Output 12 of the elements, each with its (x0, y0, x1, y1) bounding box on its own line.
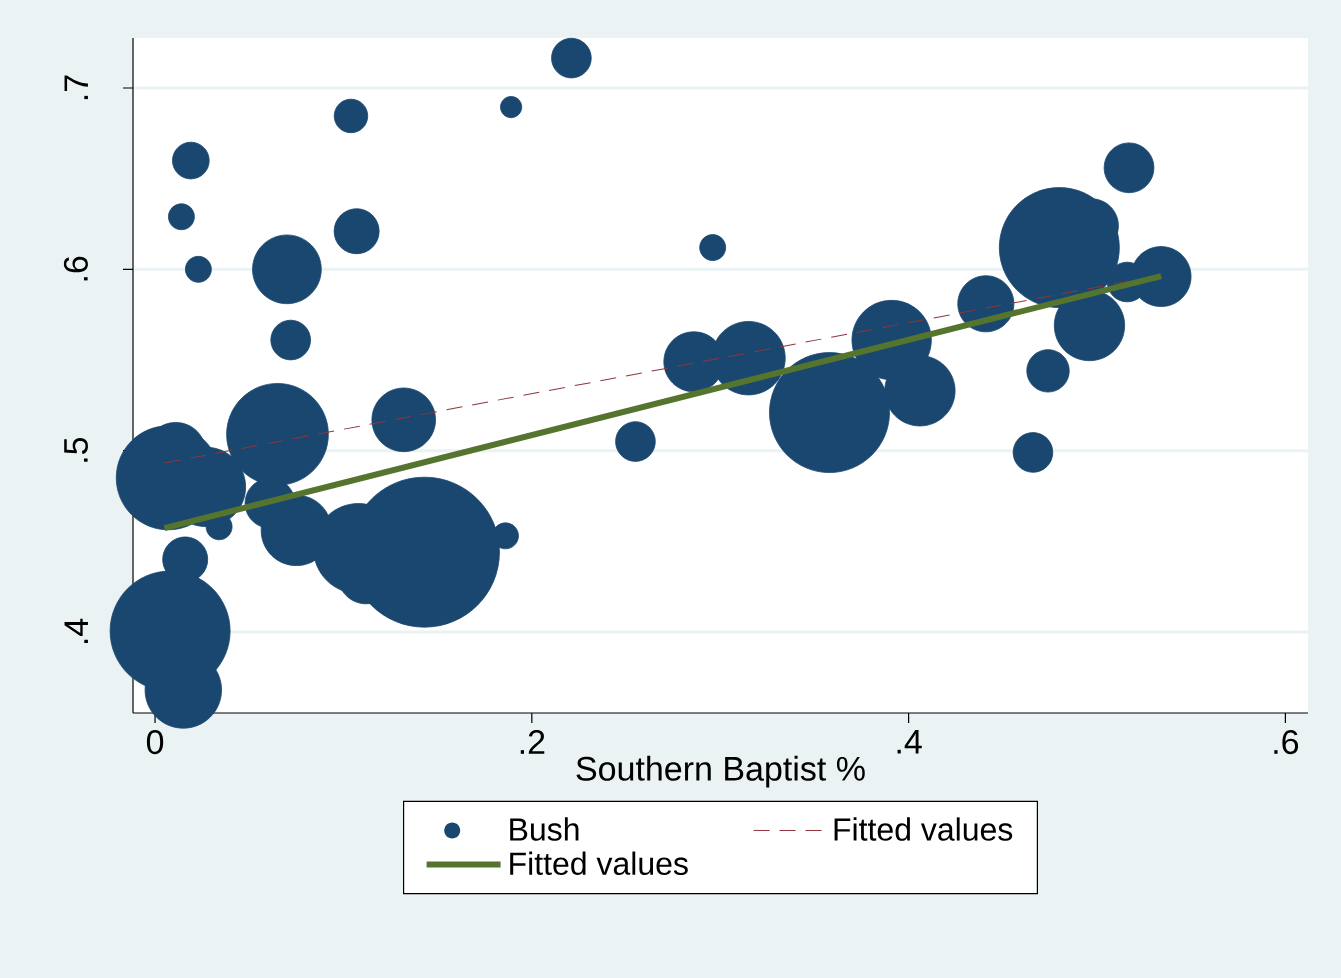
x-tick-label: .6 (1274, 730, 1299, 755)
y-tick-label: .6 (63, 256, 88, 281)
y-tick-label: .5 (64, 437, 88, 462)
legend-label: Fitted values (510, 851, 688, 876)
x-tick-label: 0 (146, 730, 164, 755)
x-axis-title: Southern Baptist % (576, 755, 865, 788)
legend-label: Bush (510, 817, 579, 841)
y-tick-label: .7 (64, 75, 88, 100)
y-tick-label: .4 (64, 618, 88, 644)
x-tick-label: .2 (520, 730, 545, 754)
legend-label: Fitted values (834, 817, 1013, 841)
x-tick-label: .4 (897, 730, 922, 754)
